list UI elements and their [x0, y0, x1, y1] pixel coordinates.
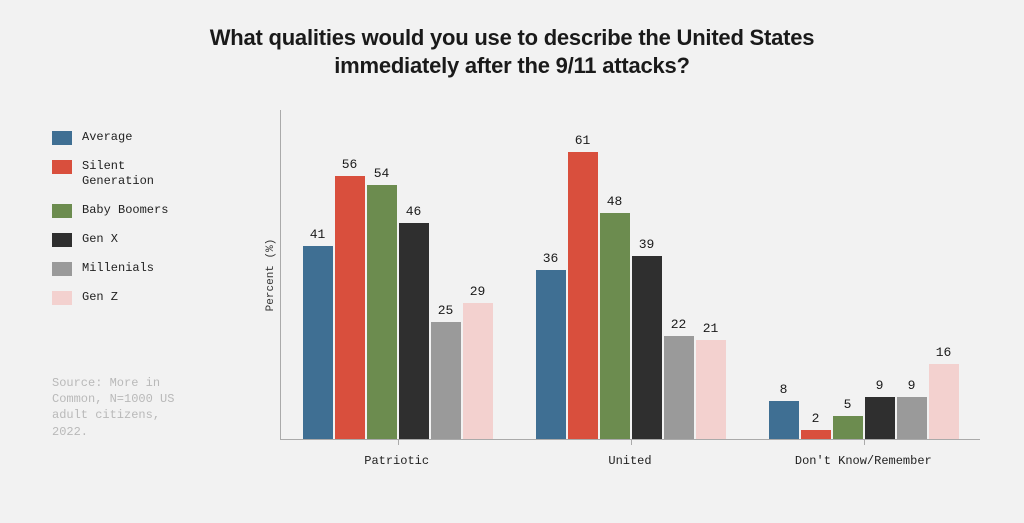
- legend-swatch: [52, 233, 72, 247]
- bar-value-label: 48: [607, 194, 623, 209]
- bar-rect: [463, 303, 493, 439]
- bar: 21: [696, 110, 726, 439]
- bar-rect: [536, 270, 566, 439]
- legend-item: Gen Z: [52, 290, 192, 305]
- x-axis-label: United: [513, 440, 746, 468]
- bar: 56: [335, 110, 365, 439]
- bar-value-label: 9: [908, 378, 916, 393]
- legend-swatch: [52, 131, 72, 145]
- bar-rect: [367, 185, 397, 439]
- bar-value-label: 46: [406, 204, 422, 219]
- bar-value-label: 56: [342, 157, 358, 172]
- bar-rect: [929, 364, 959, 439]
- legend-label: Average: [82, 130, 132, 145]
- bar-value-label: 39: [639, 237, 655, 252]
- legend-item: Baby Boomers: [52, 203, 192, 218]
- bar: 8: [769, 110, 799, 439]
- legend-swatch: [52, 160, 72, 174]
- legend-label: Gen X: [82, 232, 118, 247]
- bar-value-label: 54: [374, 166, 390, 181]
- legend-item: Silent Generation: [52, 159, 192, 189]
- bar: 54: [367, 110, 397, 439]
- title-line-2: immediately after the 9/11 attacks?: [334, 53, 689, 78]
- legend-item: Average: [52, 130, 192, 145]
- bar: 25: [431, 110, 461, 439]
- bar-value-label: 61: [575, 133, 591, 148]
- bar-rect: [769, 401, 799, 439]
- y-axis-label: Percent (%): [265, 238, 277, 311]
- bar: 39: [632, 110, 662, 439]
- plot-area: Percent (%) 4156544625293661483922218259…: [280, 110, 980, 440]
- legend-label: Millenials: [82, 261, 154, 276]
- bar-rect: [897, 397, 927, 439]
- x-axis-label: Don't Know/Remember: [747, 440, 980, 468]
- bar-rect: [632, 256, 662, 439]
- bar-value-label: 36: [543, 251, 559, 266]
- bar-rect: [801, 430, 831, 439]
- source-attribution: Source: More in Common, N=1000 US adult …: [52, 375, 202, 440]
- bar: 16: [929, 110, 959, 439]
- bar-rect: [399, 223, 429, 439]
- content-area: Average Silent Generation Baby Boomers Gen …: [0, 100, 1024, 523]
- bar-value-label: 25: [438, 303, 454, 318]
- bar-value-label: 2: [812, 411, 820, 426]
- bar: 9: [865, 110, 895, 439]
- bar: 2: [801, 110, 831, 439]
- bar-value-label: 41: [310, 227, 326, 242]
- bar-group: 41 56 54 46 25 29: [281, 110, 514, 439]
- legend-swatch: [52, 291, 72, 305]
- bar: 41: [303, 110, 333, 439]
- bar: 48: [600, 110, 630, 439]
- bar-value-label: 16: [936, 345, 952, 360]
- bar-value-label: 8: [780, 382, 788, 397]
- bar-groups: 4156544625293661483922218259916: [281, 110, 980, 439]
- x-axis-label: Patriotic: [280, 440, 513, 468]
- legend: Average Silent Generation Baby Boomers Gen …: [52, 130, 192, 319]
- legend-swatch: [52, 262, 72, 276]
- bar-rect: [303, 246, 333, 439]
- bar: 29: [463, 110, 493, 439]
- bar-rect: [696, 340, 726, 439]
- chart-title: What qualities would you use to describe…: [0, 0, 1024, 79]
- bar-rect: [664, 336, 694, 439]
- bar: 9: [897, 110, 927, 439]
- legend-label: Silent Generation: [82, 159, 192, 189]
- bar-value-label: 29: [470, 284, 486, 299]
- bar-group: 36 61 48 39 22 21: [514, 110, 747, 439]
- legend-swatch: [52, 204, 72, 218]
- bar-group: 8 2 5 9 9 16: [747, 110, 980, 439]
- bar-value-label: 9: [876, 378, 884, 393]
- bar-rect: [833, 416, 863, 440]
- chart: Percent (%) 4156544625293661483922218259…: [250, 100, 980, 480]
- bar-value-label: 21: [703, 321, 719, 336]
- bar-value-label: 22: [671, 317, 687, 332]
- legend-item: Millenials: [52, 261, 192, 276]
- bar: 61: [568, 110, 598, 439]
- bar-rect: [865, 397, 895, 439]
- bar-rect: [568, 152, 598, 439]
- bar: 36: [536, 110, 566, 439]
- legend-label: Baby Boomers: [82, 203, 168, 218]
- bar: 46: [399, 110, 429, 439]
- legend-item: Gen X: [52, 232, 192, 247]
- x-axis: PatrioticUnitedDon't Know/Remember: [280, 440, 980, 468]
- bar-rect: [600, 213, 630, 439]
- legend-label: Gen Z: [82, 290, 118, 305]
- bar: 5: [833, 110, 863, 439]
- bar: 22: [664, 110, 694, 439]
- bar-rect: [431, 322, 461, 440]
- title-line-1: What qualities would you use to describe…: [210, 25, 815, 50]
- bar-rect: [335, 176, 365, 439]
- bar-value-label: 5: [844, 397, 852, 412]
